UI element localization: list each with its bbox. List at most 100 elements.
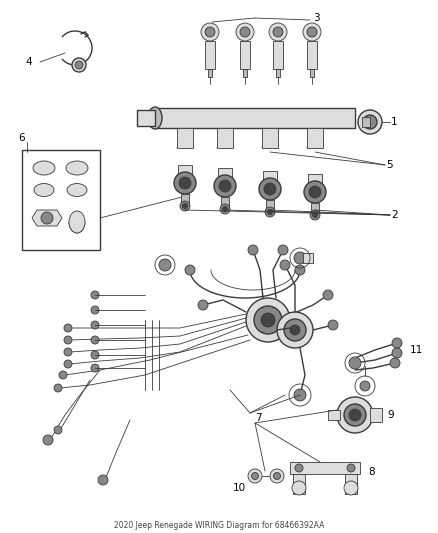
Circle shape [363,115,377,129]
Circle shape [290,325,300,335]
Circle shape [64,324,72,332]
Circle shape [214,175,236,197]
Circle shape [328,320,338,330]
Circle shape [294,252,306,264]
Bar [328,410,340,420]
Circle shape [294,389,306,401]
Ellipse shape [66,161,88,175]
Circle shape [309,186,321,198]
Circle shape [183,204,187,208]
Text: 9: 9 [387,410,394,420]
Circle shape [304,181,326,203]
Circle shape [259,178,281,200]
Ellipse shape [33,161,55,175]
Circle shape [205,27,215,37]
Bar [307,128,323,148]
Bar [308,174,322,184]
Bar [290,462,360,474]
Circle shape [236,23,254,41]
Circle shape [251,472,258,480]
Ellipse shape [148,107,162,129]
Circle shape [220,204,230,214]
Circle shape [278,245,288,255]
Circle shape [390,358,400,368]
Circle shape [91,321,99,329]
Bar [262,128,278,148]
Circle shape [307,27,317,37]
Circle shape [246,298,290,342]
Text: 7: 7 [255,413,261,423]
Circle shape [41,212,53,224]
Circle shape [269,23,287,41]
Circle shape [360,381,370,391]
Circle shape [185,265,195,275]
Ellipse shape [34,183,54,197]
Circle shape [295,265,305,275]
Circle shape [268,209,272,214]
Circle shape [292,481,306,495]
Bar [263,171,277,181]
Bar [218,168,232,178]
Bar [243,69,247,77]
Bar [181,194,189,206]
Circle shape [91,291,99,299]
Circle shape [337,397,373,433]
Text: 6: 6 [18,133,25,143]
Circle shape [91,351,99,359]
Circle shape [174,172,196,194]
Text: 1: 1 [391,117,398,127]
Circle shape [240,27,250,37]
Circle shape [223,206,227,212]
Ellipse shape [67,183,87,197]
Circle shape [264,183,276,195]
Circle shape [344,404,366,426]
Circle shape [265,207,275,217]
Circle shape [75,61,83,69]
Bar [208,69,212,77]
Circle shape [349,357,361,369]
Bar [293,474,305,494]
Circle shape [180,201,190,211]
Circle shape [98,475,108,485]
Circle shape [72,58,86,72]
Ellipse shape [69,211,85,233]
Circle shape [59,371,67,379]
Polygon shape [155,108,355,128]
Circle shape [312,213,318,217]
Circle shape [91,364,99,372]
Bar [240,41,250,69]
Bar [178,165,192,175]
Bar [276,69,280,77]
Bar [345,474,357,494]
Circle shape [91,336,99,344]
Text: 2020 Jeep Renegade WIRING Diagram for 68466392AA: 2020 Jeep Renegade WIRING Diagram for 68… [114,521,324,530]
Circle shape [273,472,280,480]
Circle shape [392,338,402,348]
Circle shape [54,384,62,392]
Polygon shape [32,210,62,226]
Circle shape [179,177,191,189]
Text: 11: 11 [410,345,423,355]
Bar [303,253,313,263]
Circle shape [310,210,320,220]
Circle shape [270,469,284,483]
Bar [362,117,370,127]
Bar [137,110,155,126]
Circle shape [323,290,333,300]
Circle shape [64,360,72,368]
Circle shape [248,469,262,483]
Bar [22,150,100,250]
Circle shape [159,259,171,271]
Circle shape [64,348,72,356]
Text: 4: 4 [25,57,32,67]
Text: 10: 10 [233,483,246,493]
Bar [221,197,229,209]
Bar [177,128,193,148]
Bar [311,203,319,215]
Circle shape [344,481,358,495]
Circle shape [64,336,72,344]
Text: 2: 2 [391,210,398,220]
Bar [307,41,317,69]
Circle shape [219,180,231,192]
Text: 3: 3 [313,13,320,23]
